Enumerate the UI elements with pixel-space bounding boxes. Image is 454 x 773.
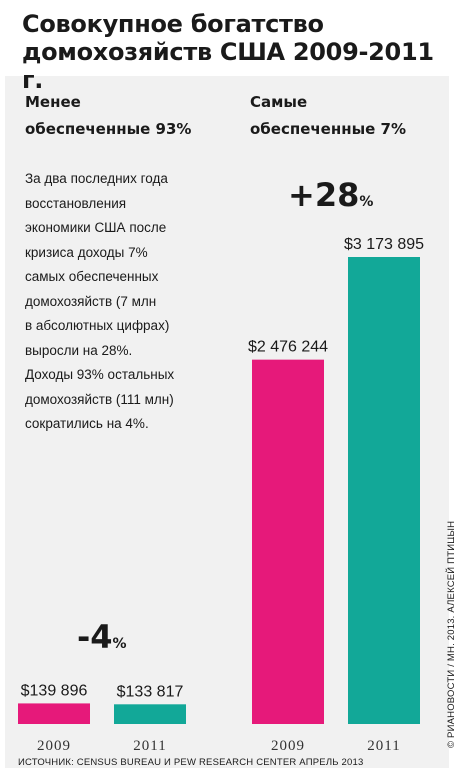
value-label: $3 173 895	[344, 236, 424, 253]
value-label: $139 896	[21, 682, 88, 699]
bar-2009-most	[252, 359, 324, 724]
source-text: ИСТОЧНИК: CENSUS BUREAU И PEW RESEARCH C…	[18, 757, 364, 768]
bar-2011-most	[348, 257, 420, 724]
description-line: в абсолютных цифрах)	[25, 318, 170, 333]
left-group-label: Менее обеспеченные 93%	[25, 93, 192, 138]
description-line: выросли на 28%.	[25, 342, 133, 358]
bar-2009-less	[18, 703, 90, 724]
bars-layer: $139 896 2009 $133 817 2011 $2 476 244 2009 $3…	[18, 236, 424, 754]
year-tick-label: 2011	[133, 738, 166, 754]
year-tick-label: 2009	[37, 738, 71, 754]
description-line: экономики США после	[25, 220, 167, 235]
title-bar	[5, 5, 449, 76]
value-label: $2 476 244	[248, 339, 328, 356]
description-line: домохозяйств (7 млн	[25, 293, 157, 309]
credit-text: © РИАНОВОСТИ / МН, 2013. АЛЕКСЕЙ ПТИЦЫН	[446, 520, 454, 748]
value-label: $133 817	[117, 683, 184, 700]
description-line: За два последних года	[25, 171, 168, 186]
right-change-annotation: +28%	[288, 176, 373, 214]
description-line: восстановления	[25, 195, 127, 211]
description-line: сократились на 4%.	[25, 416, 149, 431]
infographic-title: Совокупное богатство домохозяйств США 20…	[22, 10, 434, 94]
description-line: домохозяйств (111 млн)	[25, 391, 174, 407]
left-change-annotation: -4%	[77, 618, 127, 656]
description-line: Доходы 93% остальных	[25, 367, 175, 382]
year-tick-label: 2011	[367, 738, 400, 754]
bar-2011-less	[114, 704, 186, 724]
description-line: самых обеспеченных	[25, 269, 159, 284]
description-text: За два последних года восстановления эко…	[25, 167, 225, 437]
right-group-label: Самые обеспеченные 7%	[250, 93, 407, 138]
description-line: кризиса доходы 7%	[25, 244, 148, 260]
year-tick-label: 2009	[271, 738, 305, 754]
